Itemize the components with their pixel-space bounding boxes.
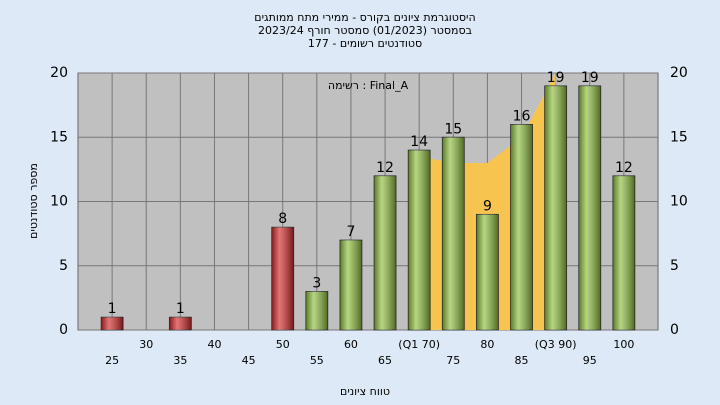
x-tick-label: 95 xyxy=(583,354,597,367)
x-tick-label: 60 xyxy=(344,338,358,351)
x-tick-label: 35 xyxy=(173,354,187,367)
y-tick-label: 15 xyxy=(50,129,68,145)
bar-shading xyxy=(544,85,567,330)
bar-shading xyxy=(510,124,533,331)
x-tick-label: (Q1 70) xyxy=(398,338,440,351)
data-label: 1 xyxy=(176,301,185,317)
data-label: 9 xyxy=(483,198,492,214)
bar-shading xyxy=(476,214,499,330)
bar-shading xyxy=(374,175,397,330)
data-label: 15 xyxy=(444,121,462,137)
bar-shading xyxy=(578,85,601,330)
x-tick-label: 30 xyxy=(139,338,153,351)
data-label: 3 xyxy=(312,275,321,291)
x-tick-label: 100 xyxy=(613,338,634,351)
x-tick-label: 75 xyxy=(446,354,460,367)
y-tick-label: 5 xyxy=(59,258,68,274)
data-label: 16 xyxy=(513,108,531,124)
y-tick-label: 20 xyxy=(50,65,68,81)
chart-subtitle: סטודנטים רשומים - 177 xyxy=(308,37,422,50)
y-tick-label: 10 xyxy=(50,194,68,210)
data-label: 12 xyxy=(615,160,633,176)
data-label: 14 xyxy=(410,134,428,150)
x-tick-label: 25 xyxy=(105,354,119,367)
data-label: 8 xyxy=(278,211,287,227)
bar-shading xyxy=(101,317,124,330)
y2-tick-label: 5 xyxy=(670,258,679,274)
y-tick-label: 0 xyxy=(59,322,68,338)
chart-subtitle: בסמסטר (01/2023) סמסטר חורף 2023/24 xyxy=(258,24,472,37)
bar-shading xyxy=(169,317,192,330)
x-tick-label: 45 xyxy=(242,354,256,367)
x-tick-label: 50 xyxy=(276,338,290,351)
x-tick-label: 40 xyxy=(207,338,221,351)
y2-tick-label: 20 xyxy=(670,65,688,81)
annotation: רשימה : Final_A xyxy=(328,79,409,92)
y-axis-label: מספר סטודנטים xyxy=(27,163,40,239)
y2-tick-label: 0 xyxy=(670,322,679,338)
bar-shading xyxy=(271,227,294,330)
bar-shading xyxy=(305,291,328,330)
data-label: 7 xyxy=(346,224,355,240)
bar-shading xyxy=(612,175,635,330)
x-tick-label: (Q3 90) xyxy=(535,338,577,351)
chart-title: היסטוגרמת ציונים בקורס - ממירי מתח ממותג… xyxy=(254,11,475,24)
x-tick-label: 55 xyxy=(310,354,324,367)
bar-shading xyxy=(442,137,465,330)
bar-shading xyxy=(339,240,362,330)
data-label: 12 xyxy=(376,160,394,176)
x-tick-label: 65 xyxy=(378,354,392,367)
data-label: 19 xyxy=(581,70,599,86)
y2-tick-label: 15 xyxy=(670,129,688,145)
data-label: 19 xyxy=(547,70,565,86)
x-axis-label: טווח ציונים xyxy=(340,385,390,398)
x-tick-label: 85 xyxy=(515,354,529,367)
data-label: 1 xyxy=(108,301,117,317)
y2-tick-label: 10 xyxy=(670,194,688,210)
x-tick-label: 80 xyxy=(480,338,494,351)
bar-shading xyxy=(408,150,431,330)
